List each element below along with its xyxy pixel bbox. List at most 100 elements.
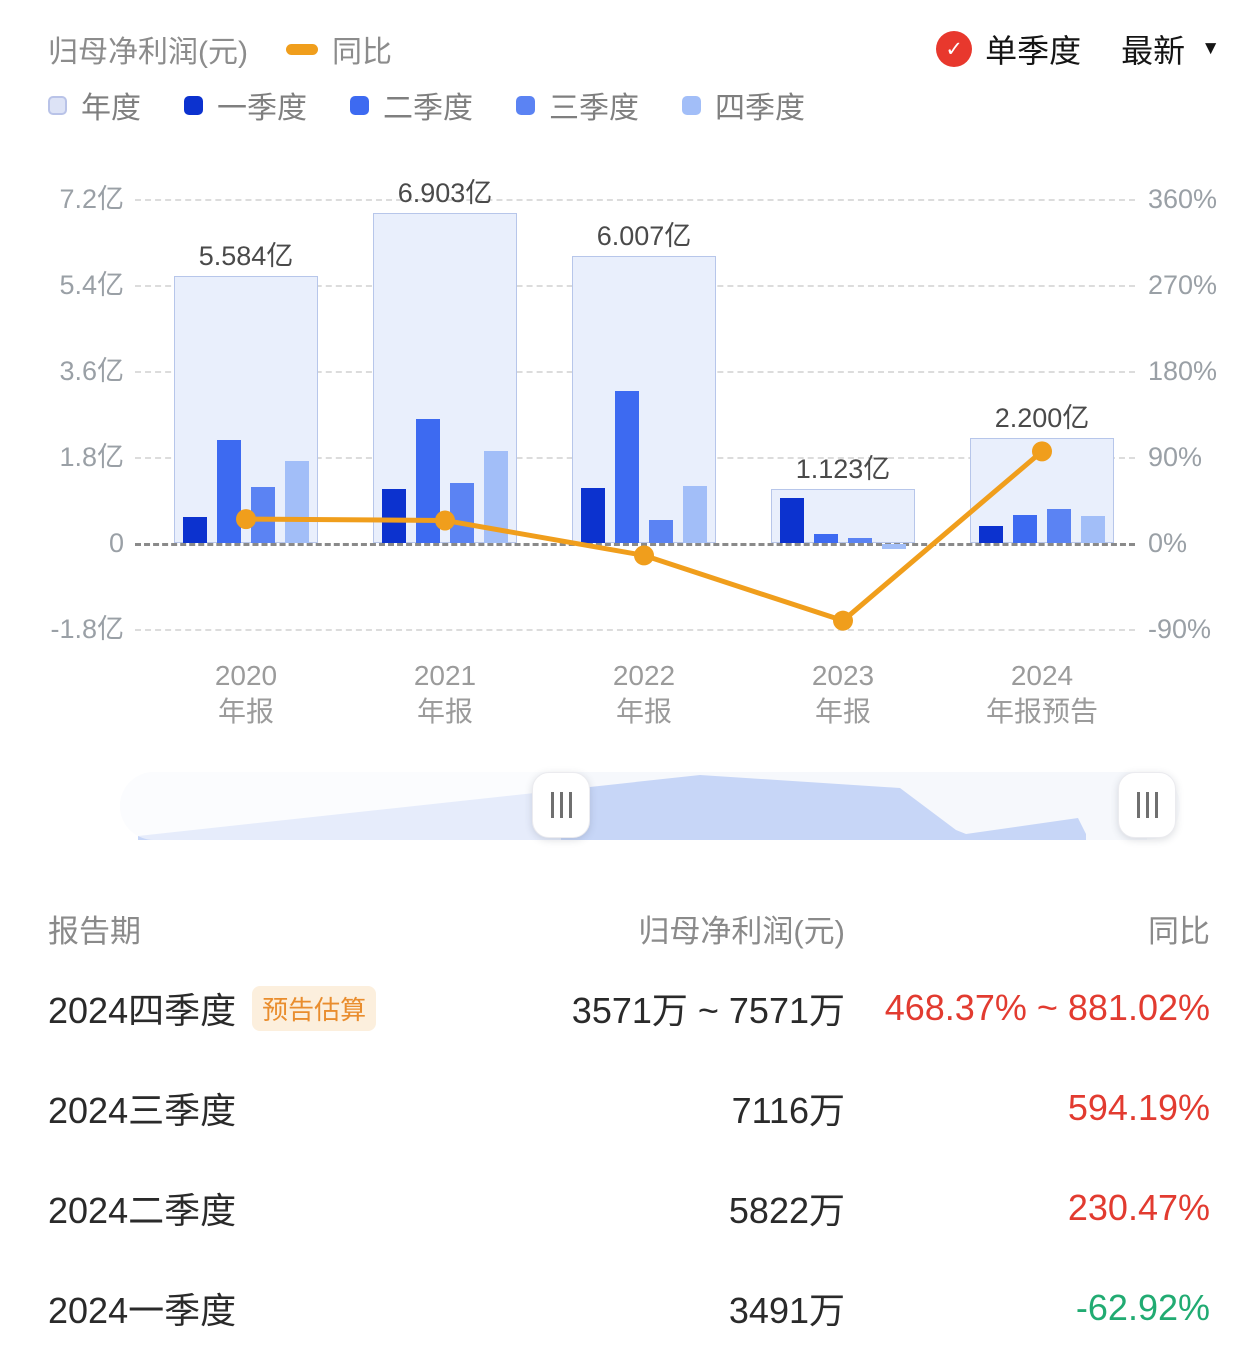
checked-circle-icon[interactable]: ✓ — [936, 31, 973, 67]
quarter-bar-q3 — [1047, 508, 1071, 543]
quarter-bar-q2 — [416, 418, 440, 543]
profit-value-cell: 7116万 — [731, 1090, 845, 1131]
gridline — [135, 629, 1135, 631]
zero-gridline — [135, 543, 1135, 546]
legend-item-label: 年度 — [81, 92, 141, 125]
legend-item-label: 二季度 — [383, 92, 473, 125]
legend-item-年度[interactable]: 年度 — [48, 83, 141, 127]
x-axis-label-2020: 2020 年报 — [214, 660, 278, 727]
table-row: 2024二季度 5822万 230.47% — [48, 1158, 1210, 1258]
y-axis-left-label: 0 — [108, 528, 124, 558]
navigator-left-handle[interactable] — [532, 772, 590, 838]
profit-value-cell: 3491万 — [728, 1290, 845, 1331]
quarter-bar-q2 — [615, 391, 639, 543]
annual-value-label: 1.123亿 — [795, 454, 891, 485]
quarter-bar-q4 — [484, 451, 508, 543]
legend-item-三季度[interactable]: 三季度 — [516, 83, 639, 127]
chart-header: 归母净利润(元) 同比 ✓ 单季度 最新 ▼ — [48, 26, 1220, 72]
yoy-change-cell: -62.92% — [1075, 1287, 1210, 1328]
range-navigator[interactable] — [120, 772, 1180, 840]
quarter-bar-q1 — [183, 516, 207, 543]
legend-swatch-icon — [516, 95, 535, 115]
y-axis-right-label: -90% — [1148, 614, 1212, 644]
y-axis-left-label: 5.4亿 — [59, 270, 124, 300]
profit-value-cell: 3571万 ~ 7571万 — [571, 990, 845, 1031]
quarter-bar-q2 — [217, 440, 241, 543]
annual-value-label: 2.200亿 — [994, 402, 1090, 433]
legend-item-label: 四季度 — [715, 92, 805, 125]
y-axis-left-label: 7.2亿 — [59, 184, 124, 214]
y-axis-left-label: 3.6亿 — [59, 356, 124, 386]
table-row: 2024一季度 3491万 -62.92% — [48, 1258, 1210, 1358]
yoy-point — [634, 545, 654, 566]
check-icon: ✓ — [945, 37, 963, 61]
report-period-label: 2024四季度 — [48, 990, 237, 1031]
legend-swatch-icon — [350, 95, 369, 115]
report-period-cell: 2024三季度 — [48, 1082, 465, 1134]
legend-swatch-icon — [682, 95, 701, 115]
report-period-cell: 2024二季度 — [48, 1182, 465, 1234]
series-legend: 年度 一季度 二季度 三季度 四季度 — [48, 83, 805, 127]
navigator-right-handle[interactable] — [1118, 772, 1176, 838]
yoy-legend-label: 同比 — [331, 36, 392, 69]
x-axis-label-2022: 2022 年报 — [612, 660, 676, 727]
navigator-dim-left — [120, 772, 561, 840]
quarter-bar-q4 — [1081, 516, 1105, 543]
y-axis-right-label: 360% — [1148, 184, 1218, 214]
report-period-label: 2024三季度 — [48, 1090, 237, 1131]
quarter-bar-q4 — [683, 486, 707, 543]
yoy-change-cell: 468.37% ~ 881.02% — [884, 987, 1210, 1028]
series-title: 归母净利润(元) — [48, 36, 248, 69]
quarter-bar-q1 — [979, 526, 1003, 543]
profit-chart: 7.2亿 360% 5.4亿 270% 3.6亿 180% 1.8亿 90% 0 0% -1.8亿 -… — [50, 178, 1218, 727]
table-row: 2024四季度 预告估算 3571万 ~ 7571万 468.37% ~ 881.02… — [48, 958, 1210, 1058]
quarter-bar-q2 — [1013, 515, 1037, 543]
quarter-bar-q4 — [285, 460, 309, 543]
report-period-cell: 2024一季度 — [48, 1282, 465, 1334]
quarter-bar-q1 — [581, 488, 605, 543]
col-period-header: 报告期 — [48, 913, 141, 949]
y-axis-right-label: 0% — [1148, 528, 1188, 558]
legend-item-label: 一季度 — [217, 92, 307, 125]
single-quarter-toggle[interactable]: 单季度 — [985, 33, 1082, 69]
col-value-header: 归母净利润(元) — [638, 913, 845, 949]
latest-dropdown[interactable]: 最新 — [1121, 33, 1186, 69]
quarter-bar-q1 — [780, 498, 804, 543]
y-axis-left-label: -1.8亿 — [50, 614, 124, 644]
profit-value-cell: 5822万 — [728, 1190, 845, 1231]
legend-item-一季度[interactable]: 一季度 — [184, 83, 307, 127]
table-row: 2024三季度 7116万 594.19% — [48, 1058, 1210, 1158]
yoy-change-cell: 594.19% — [1067, 1087, 1210, 1128]
annual-value-label: 5.584亿 — [198, 241, 294, 272]
quarter-bar-q3 — [450, 483, 474, 543]
quarter-bar-q1 — [382, 489, 406, 543]
y-axis-right-label: 270% — [1148, 270, 1218, 300]
x-axis-label-2023: 2023 年报 — [811, 660, 875, 727]
table-header-row: 报告期 归母净利润(元) 同比 — [48, 898, 1210, 958]
forecast-badge: 预告估算 — [252, 985, 377, 1031]
quarter-bar-q2 — [814, 534, 838, 543]
quarter-bar-q3 — [649, 520, 673, 543]
yoy-change-cell: 230.47% — [1067, 1187, 1210, 1228]
yoy-legend-chip[interactable]: 同比 — [285, 27, 392, 71]
legend-item-label: 三季度 — [549, 92, 639, 125]
legend-swatch-icon — [48, 95, 67, 115]
report-table: 报告期 归母净利润(元) 同比 2024四季度 预告估算 3571万 ~ 7571万… — [48, 898, 1210, 1358]
y-axis-right-label: 90% — [1148, 442, 1203, 472]
legend-item-四季度[interactable]: 四季度 — [682, 83, 805, 127]
x-axis-label-2024: 2024 年报预告 — [985, 660, 1098, 727]
x-axis-label-2021: 2021 年报 — [413, 660, 477, 727]
report-period-cell: 2024四季度 预告估算 — [48, 982, 465, 1034]
chevron-down-icon[interactable]: ▼ — [1201, 38, 1220, 59]
yoy-point — [833, 610, 853, 631]
quarter-bar-q3 — [251, 487, 275, 543]
annual-value-label: 6.007亿 — [596, 220, 692, 251]
gridline — [135, 199, 1135, 201]
quarter-bar-q3 — [848, 538, 872, 543]
annual-value-label: 6.903亿 — [397, 178, 493, 209]
quarter-bar-q4 — [882, 544, 906, 549]
y-axis-left-label: 1.8亿 — [59, 442, 124, 472]
legend-item-二季度[interactable]: 二季度 — [350, 83, 473, 127]
report-period-label: 2024一季度 — [48, 1290, 237, 1331]
